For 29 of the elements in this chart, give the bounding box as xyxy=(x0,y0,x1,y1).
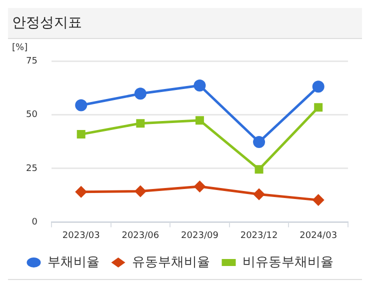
x-tick-label: 2023/03 xyxy=(62,230,100,241)
chart-title: 안정성지표 xyxy=(8,8,362,39)
x-tick-label: 2024/03 xyxy=(300,230,338,241)
y-tick-label: 25 xyxy=(26,164,38,174)
point xyxy=(253,136,266,148)
y-tick-label: 75 xyxy=(26,56,38,66)
point xyxy=(134,185,146,198)
y-tick-label: 0 xyxy=(32,218,38,228)
point xyxy=(194,80,206,92)
point xyxy=(75,186,88,198)
y-tick-label: 50 xyxy=(26,110,38,120)
point xyxy=(314,103,323,112)
x-tick-label: 2023/12 xyxy=(240,230,278,241)
x-tick-label: 2023/09 xyxy=(181,230,219,241)
point xyxy=(195,116,204,125)
point xyxy=(254,165,264,174)
point xyxy=(253,188,266,200)
y-axis-title: [%] xyxy=(12,42,28,53)
point xyxy=(312,194,324,206)
x-tick-label: 2023/06 xyxy=(122,230,160,241)
point xyxy=(76,130,86,139)
point xyxy=(75,99,88,112)
point xyxy=(312,80,324,93)
point xyxy=(194,180,206,193)
legend-label: 비유동부채비율 xyxy=(242,254,334,270)
legend-label: 부채비율 xyxy=(47,254,100,270)
point xyxy=(136,119,145,128)
point xyxy=(134,88,146,100)
legend-label: 유동부채비율 xyxy=(132,254,210,270)
